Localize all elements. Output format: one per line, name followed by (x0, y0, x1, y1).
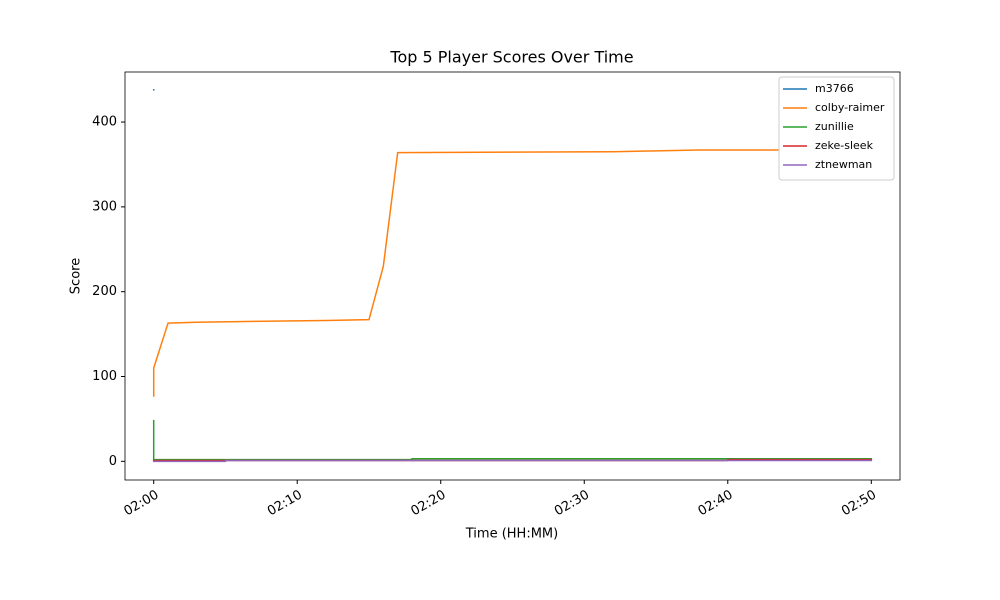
series-line (152, 459, 873, 463)
series-line (152, 419, 873, 461)
x-axis-label: Time (HH:MM) (465, 527, 558, 542)
legend-label: ztnewman (815, 158, 872, 171)
legend-label: m3766 (815, 82, 854, 95)
y-tick-label: 200 (92, 284, 117, 299)
chart-title: Top 5 Player Scores Over Time (389, 48, 633, 67)
y-tick-label: 100 (92, 369, 117, 384)
legend: m3766 colby-raimer zunillie zeke-sleek ztnew… (778, 76, 895, 181)
y-axis-label: Score (69, 258, 84, 294)
legend-label: colby-raimer (815, 101, 885, 114)
series-line (152, 149, 873, 397)
legend-label: zunillie (815, 120, 854, 133)
legend-label: zeke-sleek (815, 139, 874, 152)
legend-box (778, 76, 895, 181)
y-tick-label: 0 (109, 454, 117, 469)
plot-frame (124, 71, 901, 481)
y-tick-label: 300 (92, 199, 117, 214)
y-tick-label: 400 (92, 115, 117, 130)
